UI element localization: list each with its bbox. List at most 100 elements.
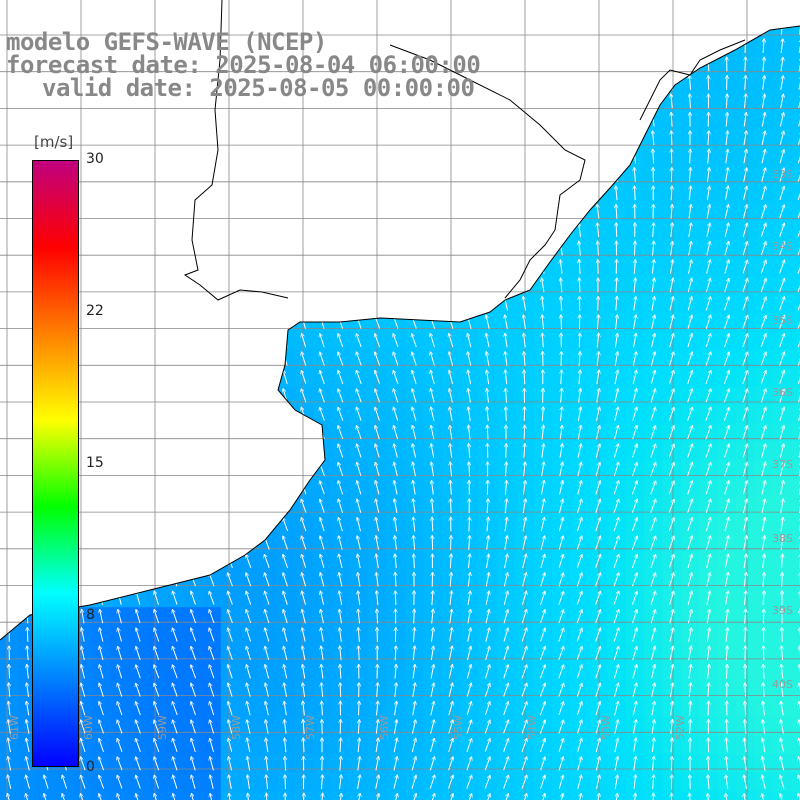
wind-speed-cell xyxy=(570,36,590,56)
wind-speed-cell xyxy=(791,73,800,93)
wind-arrow xyxy=(211,241,212,256)
wind-speed-cell xyxy=(717,26,737,38)
wind-arrow xyxy=(45,2,46,16)
wind-arrow xyxy=(540,95,546,108)
wind-speed-cell xyxy=(110,570,130,590)
wind-speed-cell xyxy=(589,0,608,19)
wind-arrow xyxy=(357,242,362,256)
wind-arrow xyxy=(284,242,286,256)
wind-arrow xyxy=(394,113,398,127)
wind-arrow xyxy=(172,205,176,219)
wind-speed-cell xyxy=(110,791,130,800)
wind-speed-cell xyxy=(73,791,93,800)
wind-speed-cell xyxy=(699,791,719,800)
wind-speed-cell xyxy=(128,570,148,590)
wind-speed-cell xyxy=(405,0,424,19)
wind-arrow xyxy=(321,223,324,237)
wind-speed-cell xyxy=(128,552,148,571)
wind-speed-cell xyxy=(349,110,369,130)
wind-arrow xyxy=(25,187,30,201)
wind-arrow xyxy=(6,352,12,366)
wind-speed-cell xyxy=(128,533,148,553)
wind-arrow xyxy=(467,297,472,311)
wind-speed-cell xyxy=(257,147,277,167)
wind-speed-cell xyxy=(368,0,387,19)
wind-arrow xyxy=(394,150,398,164)
wind-arrow xyxy=(98,242,103,256)
wind-speed-cell xyxy=(681,0,700,19)
wind-arrow xyxy=(412,297,417,311)
wind-speed-cell xyxy=(294,110,314,130)
wind-arrow xyxy=(9,609,10,624)
wind-arrow xyxy=(506,407,507,422)
wind-arrow xyxy=(596,3,601,16)
wind-speed-cell xyxy=(147,368,167,387)
wind-arrow xyxy=(264,481,270,495)
wind-arrow xyxy=(559,131,564,145)
wind-arrow xyxy=(98,168,104,182)
wind-arrow xyxy=(283,407,288,421)
wind-arrow xyxy=(578,131,582,145)
wind-speed-cell xyxy=(220,552,240,571)
wind-speed-cell xyxy=(533,220,553,240)
wind-arrow xyxy=(522,95,528,108)
wind-arrow xyxy=(485,187,491,200)
wind-speed-cell xyxy=(202,533,222,553)
wind-speed-cell xyxy=(349,294,369,314)
wind-arrow xyxy=(99,370,102,385)
wind-arrow xyxy=(522,113,528,127)
wind-arrow xyxy=(358,113,360,127)
wind-speed-cell xyxy=(717,791,737,800)
lat-label: 33S xyxy=(772,168,793,181)
wind-arrow xyxy=(412,131,417,145)
wind-speed-cell xyxy=(460,294,479,314)
wind-arrow xyxy=(577,58,583,72)
wind-arrow xyxy=(578,205,582,219)
wind-arrow xyxy=(248,260,249,274)
wind-arrow xyxy=(25,444,29,458)
wind-speed-cell xyxy=(129,0,148,19)
wind-speed-cell xyxy=(791,257,800,277)
wind-arrow xyxy=(209,131,214,145)
wind-speed-cell xyxy=(570,184,590,203)
wind-arrow xyxy=(6,168,11,182)
wind-speed-cell xyxy=(680,26,700,38)
wind-arrow xyxy=(339,223,343,237)
wind-arrow xyxy=(210,481,214,495)
wind-arrow xyxy=(321,242,324,256)
wind-arrow xyxy=(6,279,12,292)
wind-speed-cell xyxy=(220,257,240,277)
wind-speed-cell xyxy=(147,331,167,351)
wind-arrow xyxy=(118,554,122,569)
wind-arrow xyxy=(7,536,10,550)
wind-arrow xyxy=(210,407,214,421)
wind-speed-cell xyxy=(165,257,185,277)
wind-arrow xyxy=(504,278,509,293)
wind-speed-cell xyxy=(220,441,240,461)
wind-speed-cell xyxy=(294,257,314,277)
wind-arrow xyxy=(322,149,323,164)
wind-speed-cell xyxy=(533,26,553,38)
wind-speed-cell xyxy=(460,0,479,19)
wind-speed-cell xyxy=(184,147,203,167)
wind-speed-cell xyxy=(128,331,148,351)
wind-speed-cell xyxy=(460,184,479,203)
wind-speed-cell xyxy=(791,0,800,19)
wind-arrow xyxy=(173,518,178,532)
wind-arrow xyxy=(246,131,249,145)
wind-arrow xyxy=(247,315,250,329)
colorbar-tick-8: 8 xyxy=(86,607,95,623)
wind-arrow xyxy=(524,425,525,440)
wind-arrow xyxy=(340,2,342,16)
wind-arrow xyxy=(156,462,158,477)
wind-arrow xyxy=(173,499,177,513)
wind-speed-cell xyxy=(128,460,148,479)
lat-label: 40S xyxy=(772,678,793,691)
wind-arrow xyxy=(578,113,583,127)
wind-arrow xyxy=(136,573,141,587)
wind-arrow xyxy=(782,573,783,587)
wind-arrow xyxy=(652,94,655,109)
wind-arrow xyxy=(431,113,435,127)
wind-speed-cell xyxy=(349,220,369,240)
wind-speed-cell xyxy=(460,257,479,277)
